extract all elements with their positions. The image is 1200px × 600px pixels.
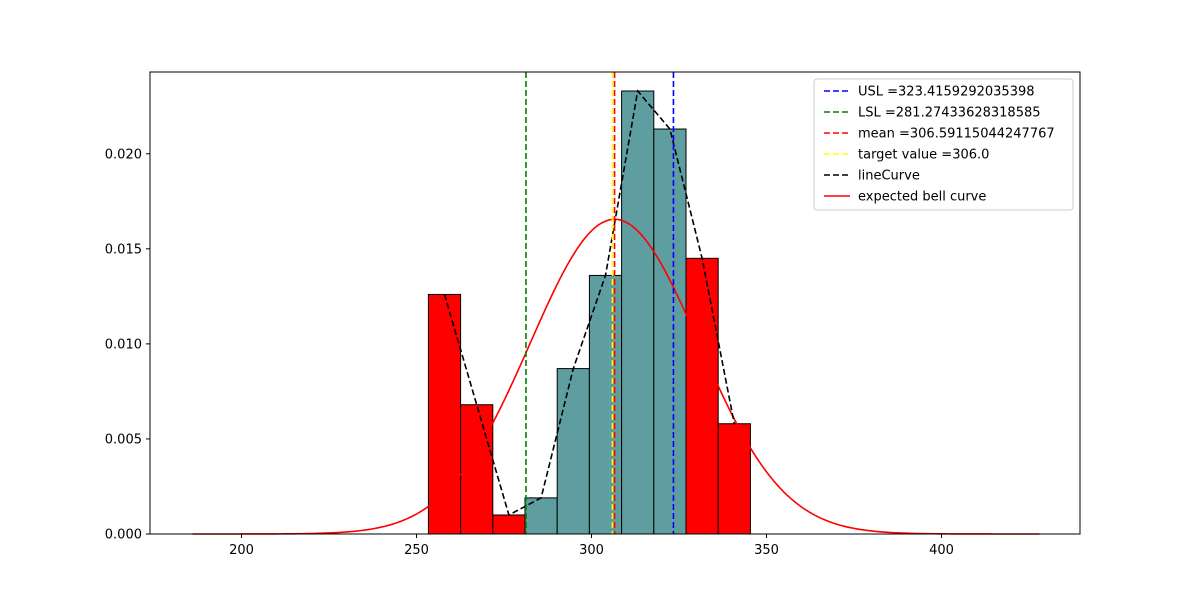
- bell-curve-layer: [192, 218, 1040, 535]
- vertical-lines: [525, 72, 675, 534]
- legend-label-2: LSL =281.27433628318585: [858, 106, 1041, 121]
- legend-label-6: expected bell curve: [858, 190, 986, 205]
- y-tick-label-0: 0.000: [105, 528, 142, 543]
- histogram-bar-1: [427, 293, 462, 535]
- y-tick-label-4: 0.020: [105, 147, 142, 162]
- x-tick-label-300: 300: [579, 543, 604, 558]
- histogram-bar-9: [685, 257, 719, 535]
- line-curve: [443, 89, 736, 517]
- expected-bell-curve: [192, 218, 1040, 535]
- y-tick-label-2: 0.010: [105, 337, 142, 352]
- histogram-bar-5: [556, 368, 590, 535]
- x-tick-label-250: 250: [404, 543, 429, 558]
- histogram-bars: [427, 90, 751, 535]
- y-tick-label-1: 0.005: [105, 432, 142, 447]
- legend: USL =323.4159292035398 LSL =281.274336283…: [813, 78, 1074, 211]
- x-axis-ticks: 200 250 300 350 400: [229, 534, 954, 558]
- x-tick-label-350: 350: [754, 543, 779, 558]
- legend-box: [813, 78, 1074, 211]
- legend-label-3: mean =306.59115044247767: [858, 127, 1055, 142]
- line-curve-layer: [443, 89, 736, 517]
- legend-label-5: lineCurve: [858, 169, 920, 184]
- y-tick-label-3: 0.015: [105, 242, 142, 257]
- histogram-bar-8: [653, 128, 687, 535]
- y-axis-ticks: 0.000 0.005 0.010 0.015 0.020: [105, 147, 150, 543]
- legend-label-4: target value =306.0: [858, 148, 989, 163]
- histogram-bar-6: [588, 274, 623, 535]
- histogram-bar-3: [492, 514, 526, 535]
- x-tick-label-400: 400: [929, 543, 954, 558]
- x-tick-label-200: 200: [229, 543, 254, 558]
- plot-frame: [149, 71, 1081, 535]
- legend-label-1: USL =323.4159292035398: [858, 85, 1035, 100]
- histogram-bar-2: [460, 404, 494, 535]
